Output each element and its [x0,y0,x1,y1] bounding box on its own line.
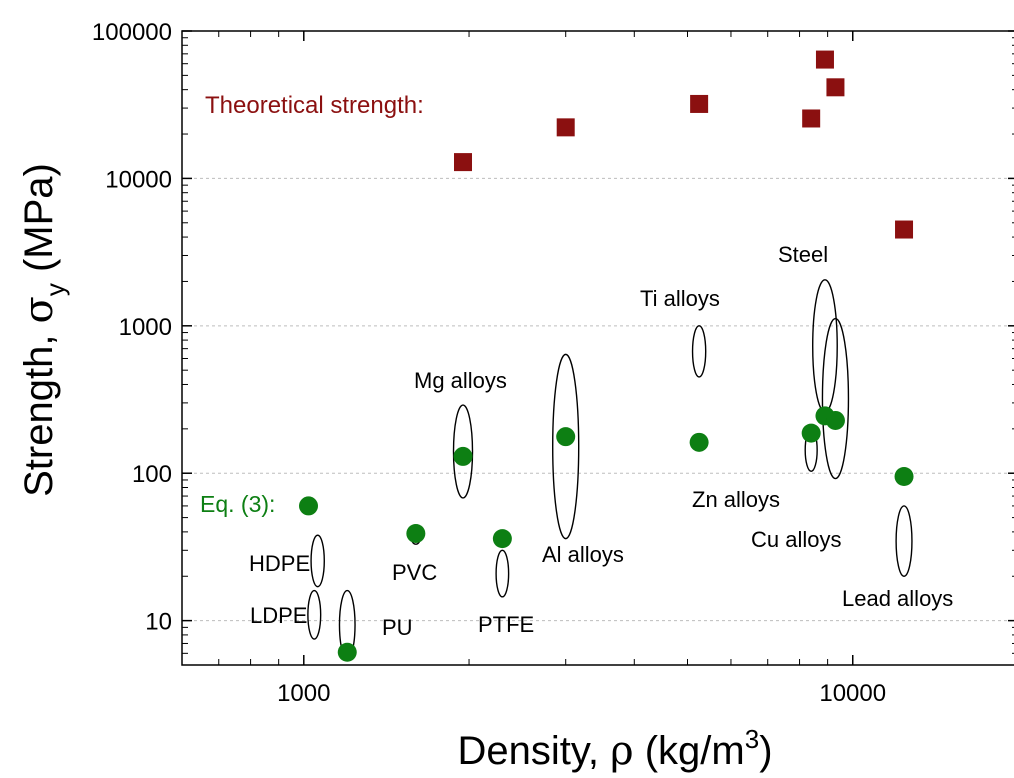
eq3-circle-point [689,432,709,452]
axes [181,30,1014,666]
label-pu: PU [382,615,413,640]
eq3-circle-point [337,642,357,662]
x-tick-label: 1000 [277,680,330,707]
material-ellipse [310,534,325,588]
ticks: 10 100 1000 10000 100000 1000 10000 [92,19,1014,707]
material-ellipses [307,279,913,660]
y-tick-label: 100 [132,461,172,488]
y-tick-label: 100000 [92,19,172,46]
theoretical-square-point [454,153,473,172]
annotations: Theoretical strength: Eq. (3): HDPE LDPE… [16,92,953,774]
label-mg-alloys: Mg alloys [414,368,507,393]
label-cu-alloys: Cu alloys [751,527,841,552]
material-ellipse [452,404,474,499]
theoretical-square-point [815,50,834,69]
material-ellipse [307,589,322,640]
theoretical-square-point [802,109,821,128]
x-tick-label: 10000 [819,680,886,707]
material-ellipse [495,549,510,598]
material-ellipse [821,317,850,480]
legend-theoretical-label: Theoretical strength: [205,92,424,119]
material-ellipse [552,353,580,540]
theoretical-square-point [895,220,914,239]
gridlines [182,177,1014,622]
x-axis-title: Density, ρ (kg/m3) [457,724,772,774]
material-ellipse [895,505,913,577]
eq3-circle-point [299,496,319,516]
eq3-circle-point [453,446,473,466]
eq3-circle-point [406,523,426,543]
label-ptfe: PTFE [478,612,534,637]
label-zn-alloys: Zn alloys [692,487,780,512]
legend-eq3-label: Eq. (3): [200,491,275,517]
plot-frame [181,30,1014,666]
material-ellipse [691,325,707,378]
eq3-circle-point [492,529,512,549]
label-lead-alloys: Lead alloys [842,586,953,611]
eq3-circle-point [801,423,821,443]
label-ldpe: LDPE [250,603,307,628]
theoretical-square-point [556,118,575,137]
label-hdpe: HDPE [249,551,310,576]
data-points [299,50,914,662]
label-steel: Steel [778,242,828,267]
theoretical-square-point [690,94,709,113]
y-tick-label: 1000 [119,314,172,341]
y-tick-label: 10000 [105,166,172,193]
label-ti-alloys: Ti alloys [640,286,720,311]
theoretical-square-point [826,78,845,97]
eq3-circle-point [556,427,576,447]
eq3-circle-point [825,410,845,430]
y-tick-label: 10 [145,609,172,636]
y-axis-title: Strength, σy (MPa) [16,163,70,497]
eq3-circle-point [894,467,914,487]
label-pvc: PVC [392,560,437,585]
label-al-alloys: Al alloys [542,542,624,567]
